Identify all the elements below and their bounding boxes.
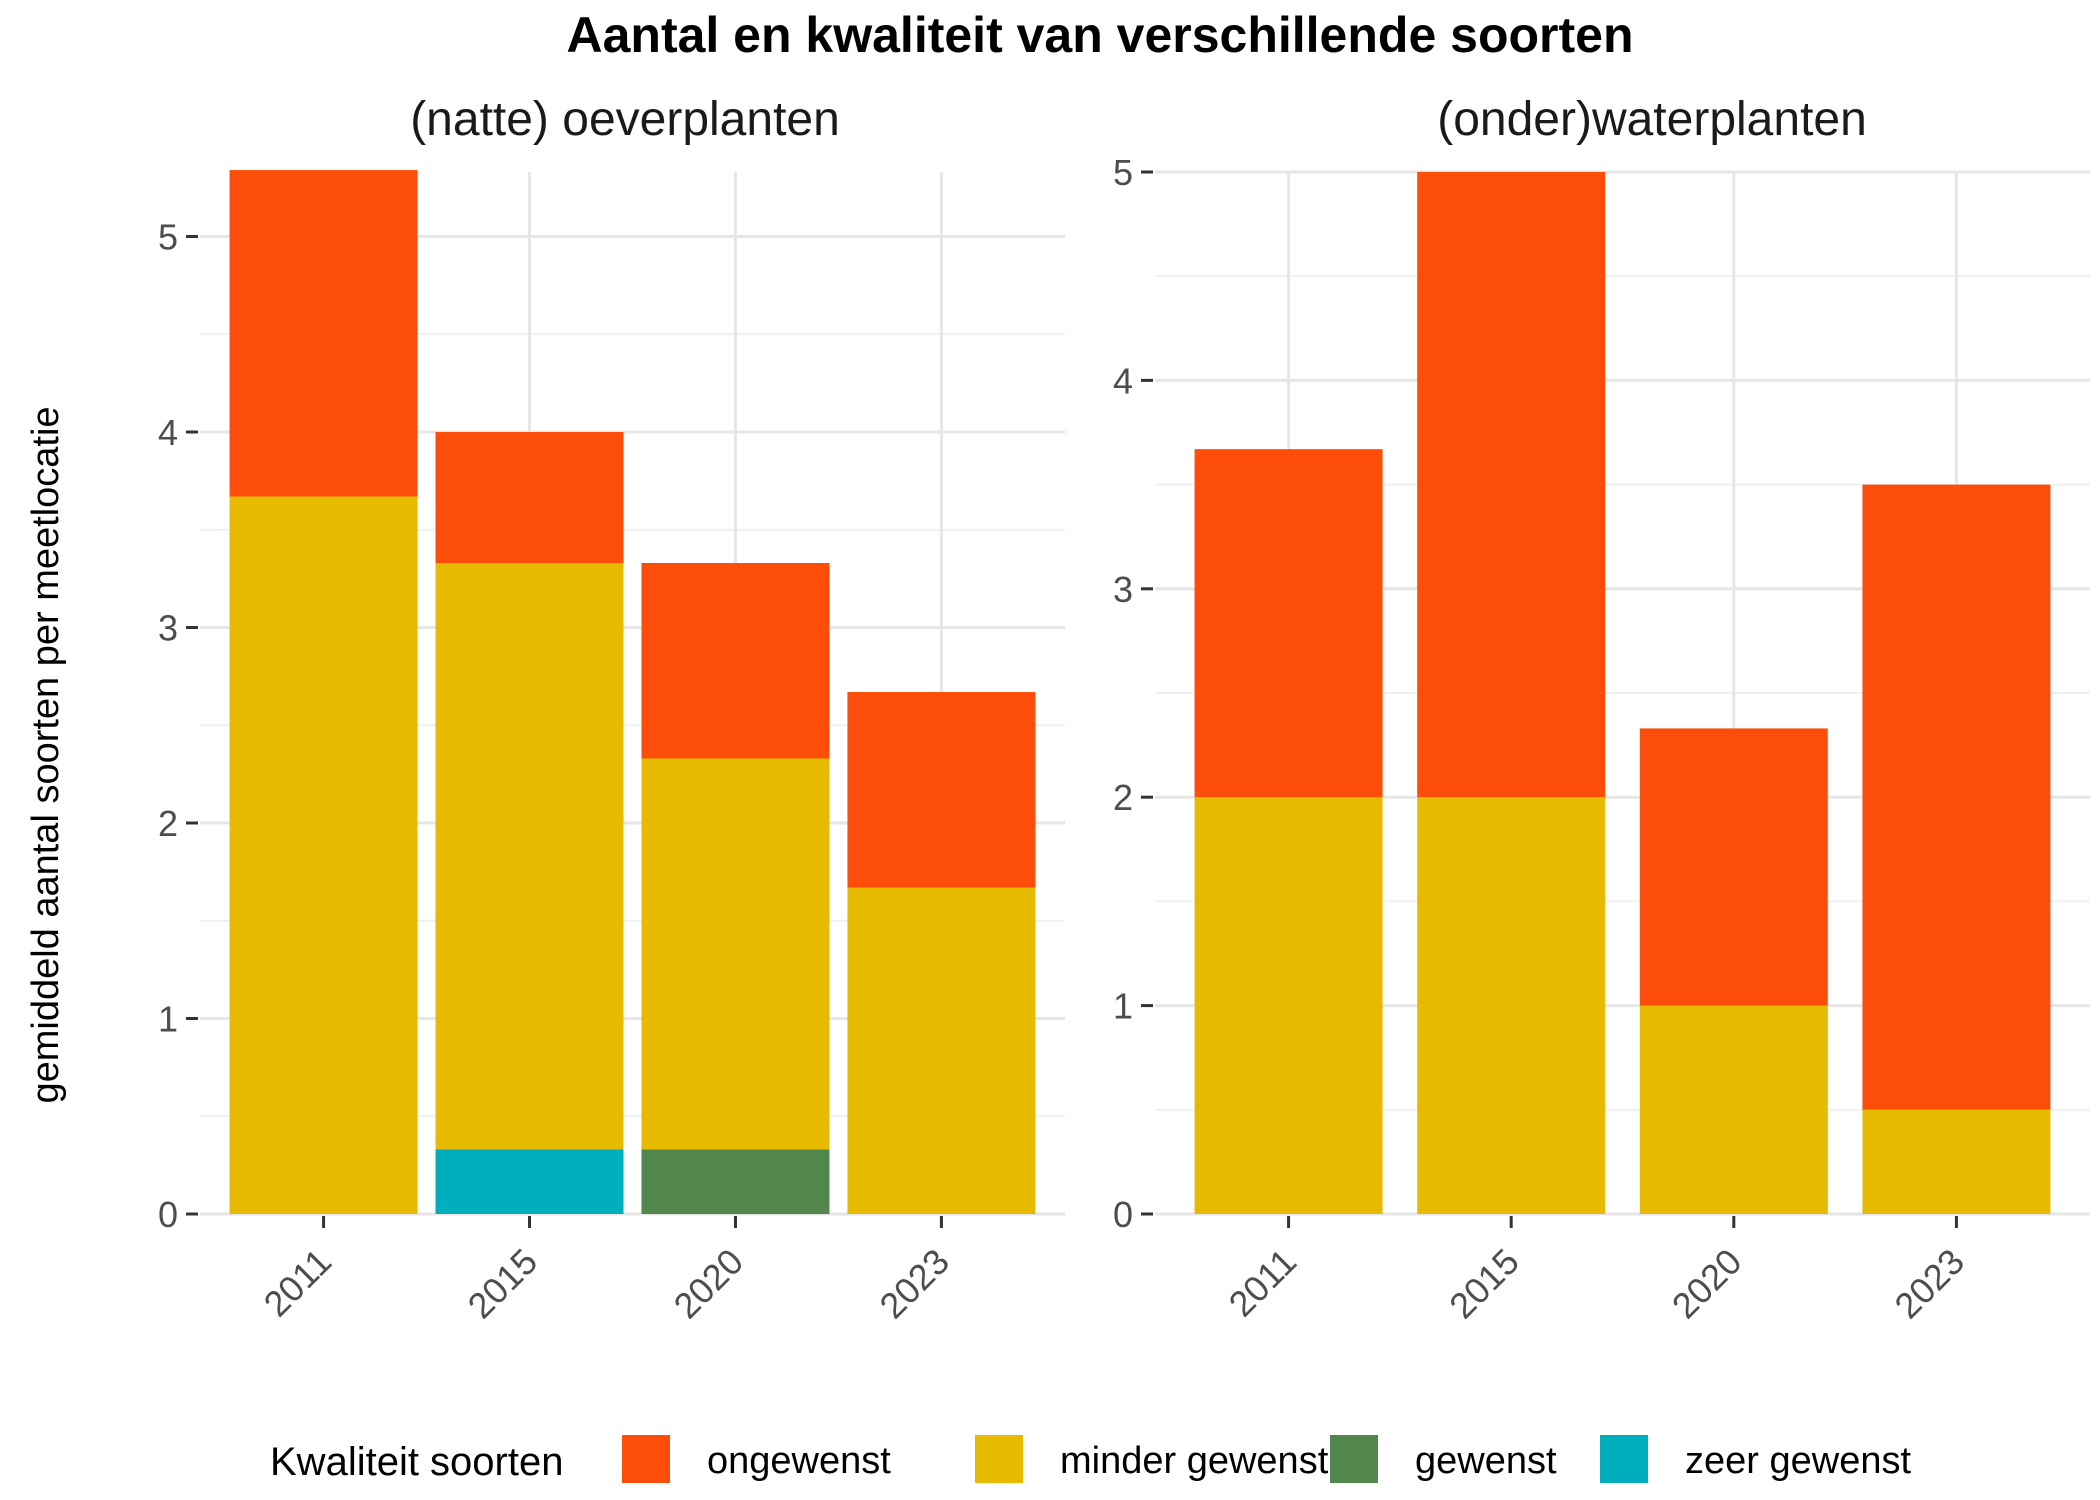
- y-tick-label: 0: [1113, 1194, 1133, 1235]
- legend: Kwaliteit soorten ongewenst minder gewens…: [270, 1435, 1911, 1484]
- bar-segment-minder-gewenst-2023: [847, 887, 1036, 1214]
- x-tick-label: 2015: [460, 1241, 546, 1327]
- legend-key-zeer-gewenst: [1600, 1435, 1648, 1483]
- y-axis-label: gemiddeld aantal soorten per meetlocatie: [25, 406, 67, 1103]
- panel-title: (onder)waterplanten: [1437, 93, 1867, 146]
- y-axis: 0 1 2 3 4 5: [158, 217, 198, 1235]
- legend-key-minder-gewenst: [975, 1435, 1023, 1483]
- x-tick-label: 2011: [1220, 1241, 1304, 1325]
- y-tick-label: 1: [1113, 986, 1133, 1027]
- bar-segment-ongewenst-2015: [435, 432, 624, 563]
- y-tick-label: 3: [1113, 569, 1133, 610]
- legend-key-gewenst: [1330, 1435, 1378, 1483]
- legend-label: gewenst: [1415, 1440, 1557, 1482]
- bar-segment-gewenst-2020: [641, 1149, 830, 1214]
- y-tick-label: 2: [158, 803, 178, 844]
- bars: [1194, 172, 2051, 1214]
- y-tick-label: 5: [1113, 152, 1133, 193]
- bar-segment-ongewenst-2015: [1417, 172, 1606, 798]
- x-tick-label: 2011: [255, 1241, 339, 1325]
- legend-label: ongewenst: [707, 1440, 891, 1482]
- bar-segment-ongewenst-2011: [1194, 449, 1383, 798]
- bar-segment-minder-gewenst-2015: [1417, 797, 1606, 1214]
- bar-segment-zeer-gewenst-2015: [435, 1149, 624, 1214]
- y-tick-label: 0: [158, 1194, 178, 1235]
- bar-segment-ongewenst-2023: [1862, 484, 2051, 1110]
- y-tick-label: 5: [158, 217, 178, 258]
- legend-key-ongewenst: [622, 1435, 670, 1483]
- bar-segment-minder-gewenst-2015: [435, 562, 624, 1150]
- x-tick-label: 2015: [1441, 1241, 1527, 1327]
- bar-segment-minder-gewenst-2020: [1639, 1005, 1828, 1214]
- x-axis: 2011 2015 2020 2023: [255, 1216, 957, 1326]
- y-tick-label: 1: [158, 999, 178, 1040]
- x-tick-label: 2023: [871, 1241, 957, 1327]
- legend-label: zeer gewenst: [1685, 1440, 1911, 1482]
- y-axis: 0 1 2 3 4 5: [1113, 152, 1153, 1235]
- bar-segment-ongewenst-2011: [229, 170, 418, 497]
- x-axis: 2011 2015 2020 2023: [1220, 1216, 1972, 1326]
- panel-title: (natte) oeverplanten: [410, 93, 840, 146]
- x-tick-label: 2020: [666, 1241, 752, 1327]
- bar-segment-minder-gewenst-2020: [641, 758, 830, 1150]
- y-tick-label: 2: [1113, 777, 1133, 818]
- legend-label: minder gewenst: [1060, 1440, 1329, 1482]
- y-tick-label: 3: [158, 608, 178, 649]
- bar-segment-minder-gewenst-2023: [1862, 1109, 2051, 1214]
- bar-segment-minder-gewenst-2011: [229, 496, 418, 1214]
- bar-segment-ongewenst-2020: [641, 562, 830, 759]
- x-tick-label: 2020: [1664, 1241, 1750, 1327]
- bar-segment-ongewenst-2023: [847, 692, 1036, 888]
- y-tick-label: 4: [158, 412, 178, 453]
- bars: [229, 170, 1036, 1214]
- x-tick-label: 2023: [1886, 1241, 1972, 1327]
- bar-segment-ongewenst-2020: [1639, 728, 1828, 1006]
- legend-title: Kwaliteit soorten: [270, 1440, 563, 1484]
- chart-title: Aantal en kwaliteit van verschillende so…: [566, 7, 1633, 63]
- y-tick-label: 4: [1113, 360, 1133, 401]
- bar-segment-minder-gewenst-2011: [1194, 797, 1383, 1214]
